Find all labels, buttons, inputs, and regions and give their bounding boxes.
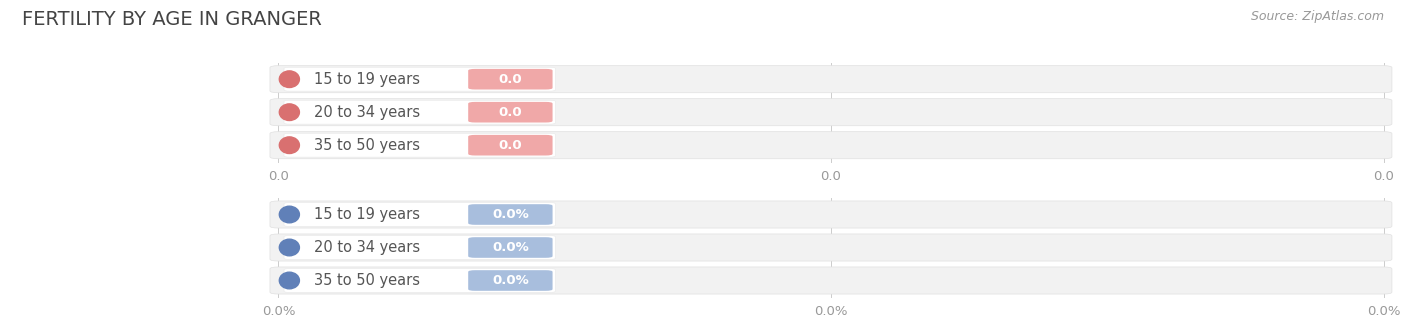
Text: 0.0: 0.0: [269, 170, 288, 183]
FancyBboxPatch shape: [468, 204, 553, 225]
FancyBboxPatch shape: [468, 102, 553, 122]
Text: FERTILITY BY AGE IN GRANGER: FERTILITY BY AGE IN GRANGER: [22, 10, 322, 29]
FancyBboxPatch shape: [284, 236, 555, 259]
FancyBboxPatch shape: [284, 269, 555, 292]
FancyBboxPatch shape: [270, 132, 1392, 159]
Ellipse shape: [280, 71, 299, 87]
Text: 35 to 50 years: 35 to 50 years: [314, 273, 419, 288]
FancyBboxPatch shape: [468, 237, 553, 258]
Text: Source: ZipAtlas.com: Source: ZipAtlas.com: [1250, 10, 1384, 23]
FancyBboxPatch shape: [270, 99, 1392, 126]
Text: 20 to 34 years: 20 to 34 years: [314, 240, 419, 255]
Text: 15 to 19 years: 15 to 19 years: [314, 207, 419, 222]
Text: 0.0: 0.0: [499, 106, 522, 119]
Text: 0.0: 0.0: [1374, 170, 1393, 183]
Text: 0.0: 0.0: [499, 73, 522, 86]
Text: 20 to 34 years: 20 to 34 years: [314, 105, 419, 120]
FancyBboxPatch shape: [284, 100, 555, 124]
Text: 0.0: 0.0: [821, 170, 841, 183]
Text: 35 to 50 years: 35 to 50 years: [314, 138, 419, 153]
FancyBboxPatch shape: [468, 69, 553, 89]
FancyBboxPatch shape: [270, 234, 1392, 261]
Ellipse shape: [280, 239, 299, 256]
Text: 0.0: 0.0: [499, 139, 522, 152]
FancyBboxPatch shape: [270, 201, 1392, 228]
Text: 0.0%: 0.0%: [262, 305, 295, 318]
FancyBboxPatch shape: [270, 66, 1392, 93]
FancyBboxPatch shape: [468, 270, 553, 291]
FancyBboxPatch shape: [270, 267, 1392, 294]
Ellipse shape: [280, 272, 299, 289]
FancyBboxPatch shape: [468, 135, 553, 155]
Text: 0.0%: 0.0%: [492, 208, 529, 221]
Text: 0.0%: 0.0%: [492, 274, 529, 287]
FancyBboxPatch shape: [284, 133, 555, 157]
Ellipse shape: [280, 206, 299, 223]
FancyBboxPatch shape: [284, 203, 555, 226]
Text: 0.0%: 0.0%: [492, 241, 529, 254]
Text: 0.0%: 0.0%: [1367, 305, 1400, 318]
Text: 15 to 19 years: 15 to 19 years: [314, 72, 419, 87]
Ellipse shape: [280, 137, 299, 153]
Ellipse shape: [280, 104, 299, 120]
FancyBboxPatch shape: [284, 67, 555, 91]
Text: 0.0%: 0.0%: [814, 305, 848, 318]
